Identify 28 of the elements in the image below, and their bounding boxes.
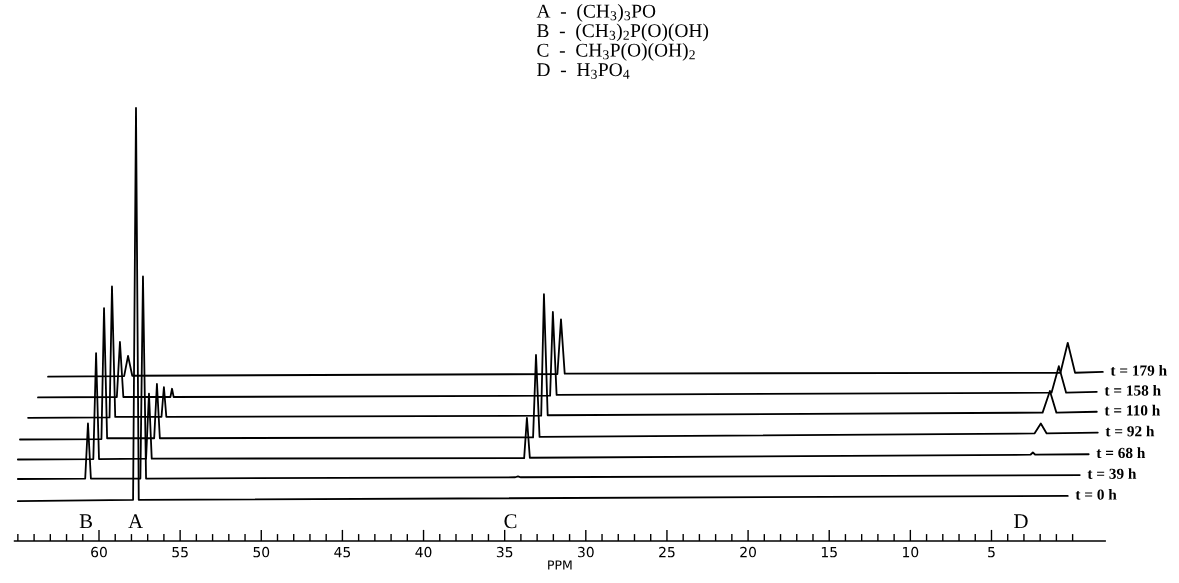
- series-label: t = 68 h: [1096, 447, 1146, 459]
- annotation: D: [1014, 514, 1028, 529]
- text: A - (CH$_{3}$)$_{3}$PO: [536, 4, 656, 22]
- x-tick-label: 50: [253, 546, 270, 558]
- x-tick-label: 15: [821, 547, 837, 558]
- x-tick-label: 40: [415, 546, 432, 558]
- text: D - H$_{3}$PO$_{4}$: [537, 63, 630, 79]
- x-tick-label: 5: [988, 547, 995, 558]
- x-tick-label: 45: [334, 547, 351, 558]
- x-tick-label: 35: [496, 546, 513, 558]
- x-axis-title: PPM: [548, 560, 572, 570]
- x-tick-label: 60: [91, 546, 107, 558]
- x-tick-label: 55: [172, 547, 188, 558]
- annotation: C: [504, 514, 517, 529]
- series-label: t = 179 h: [1110, 364, 1167, 376]
- series-label: t = 0 h: [1075, 488, 1117, 500]
- series-label: t = 92 h: [1105, 425, 1155, 437]
- annotation: B: [79, 514, 92, 529]
- x-tick-label: 20: [740, 546, 756, 558]
- series-label: t = 158 h: [1104, 384, 1161, 396]
- text: C - CH$_{3}$P(O)(OH)$_{2}$: [537, 43, 695, 61]
- series-label: t = 110 h: [1104, 404, 1161, 416]
- text: B - (CH$_{3}$)$_{2}$P(O)(OH): [537, 23, 709, 42]
- annotation: A: [128, 514, 143, 529]
- x-tick-label: 10: [903, 546, 919, 558]
- x-tick-label: 30: [578, 546, 594, 558]
- x-tick-label: 25: [659, 546, 675, 558]
- series-label: t = 39 h: [1087, 468, 1137, 479]
